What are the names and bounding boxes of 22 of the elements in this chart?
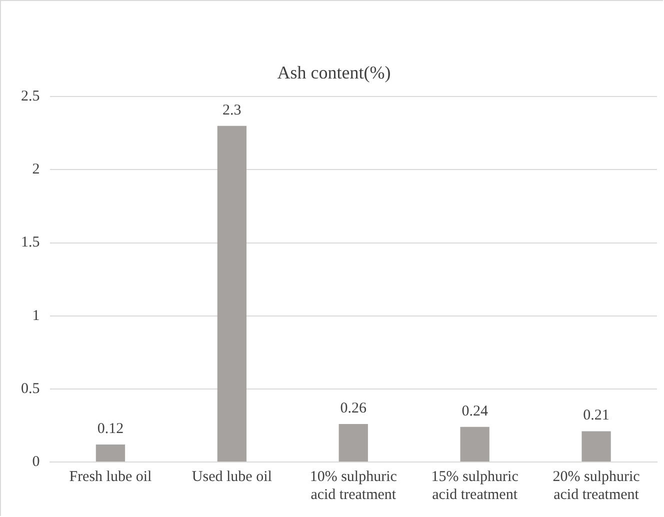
bar bbox=[460, 426, 490, 462]
bar bbox=[217, 126, 246, 462]
data-label: 0.24 bbox=[462, 403, 488, 420]
y-tick-label: 0.5 bbox=[21, 380, 40, 397]
y-tick-label: 2.5 bbox=[21, 88, 40, 105]
bar bbox=[96, 444, 126, 462]
x-tick-label: Used lube oil bbox=[192, 468, 272, 485]
y-tick-label: 2 bbox=[32, 162, 40, 178]
x-tick-label: Fresh lube oil bbox=[69, 468, 152, 485]
data-label: 0.21 bbox=[583, 408, 610, 424]
bar bbox=[582, 431, 611, 462]
bar bbox=[338, 424, 368, 462]
data-label: 0.26 bbox=[340, 400, 367, 416]
y-tick-label: 1 bbox=[32, 308, 40, 324]
y-tick-label: 1.5 bbox=[21, 234, 40, 251]
x-tick-label: 20% sulphuric acid treatment bbox=[552, 468, 640, 503]
x-tick-label: 15% sulphuric acid treatment bbox=[431, 468, 519, 503]
data-label: 0.12 bbox=[97, 420, 124, 437]
chart-title: Ash content(%) bbox=[277, 62, 391, 83]
x-tick-label: 10% sulphuric acid treatment bbox=[310, 468, 398, 503]
data-label: 2.3 bbox=[222, 102, 242, 118]
y-tick-label: 0 bbox=[32, 454, 40, 470]
